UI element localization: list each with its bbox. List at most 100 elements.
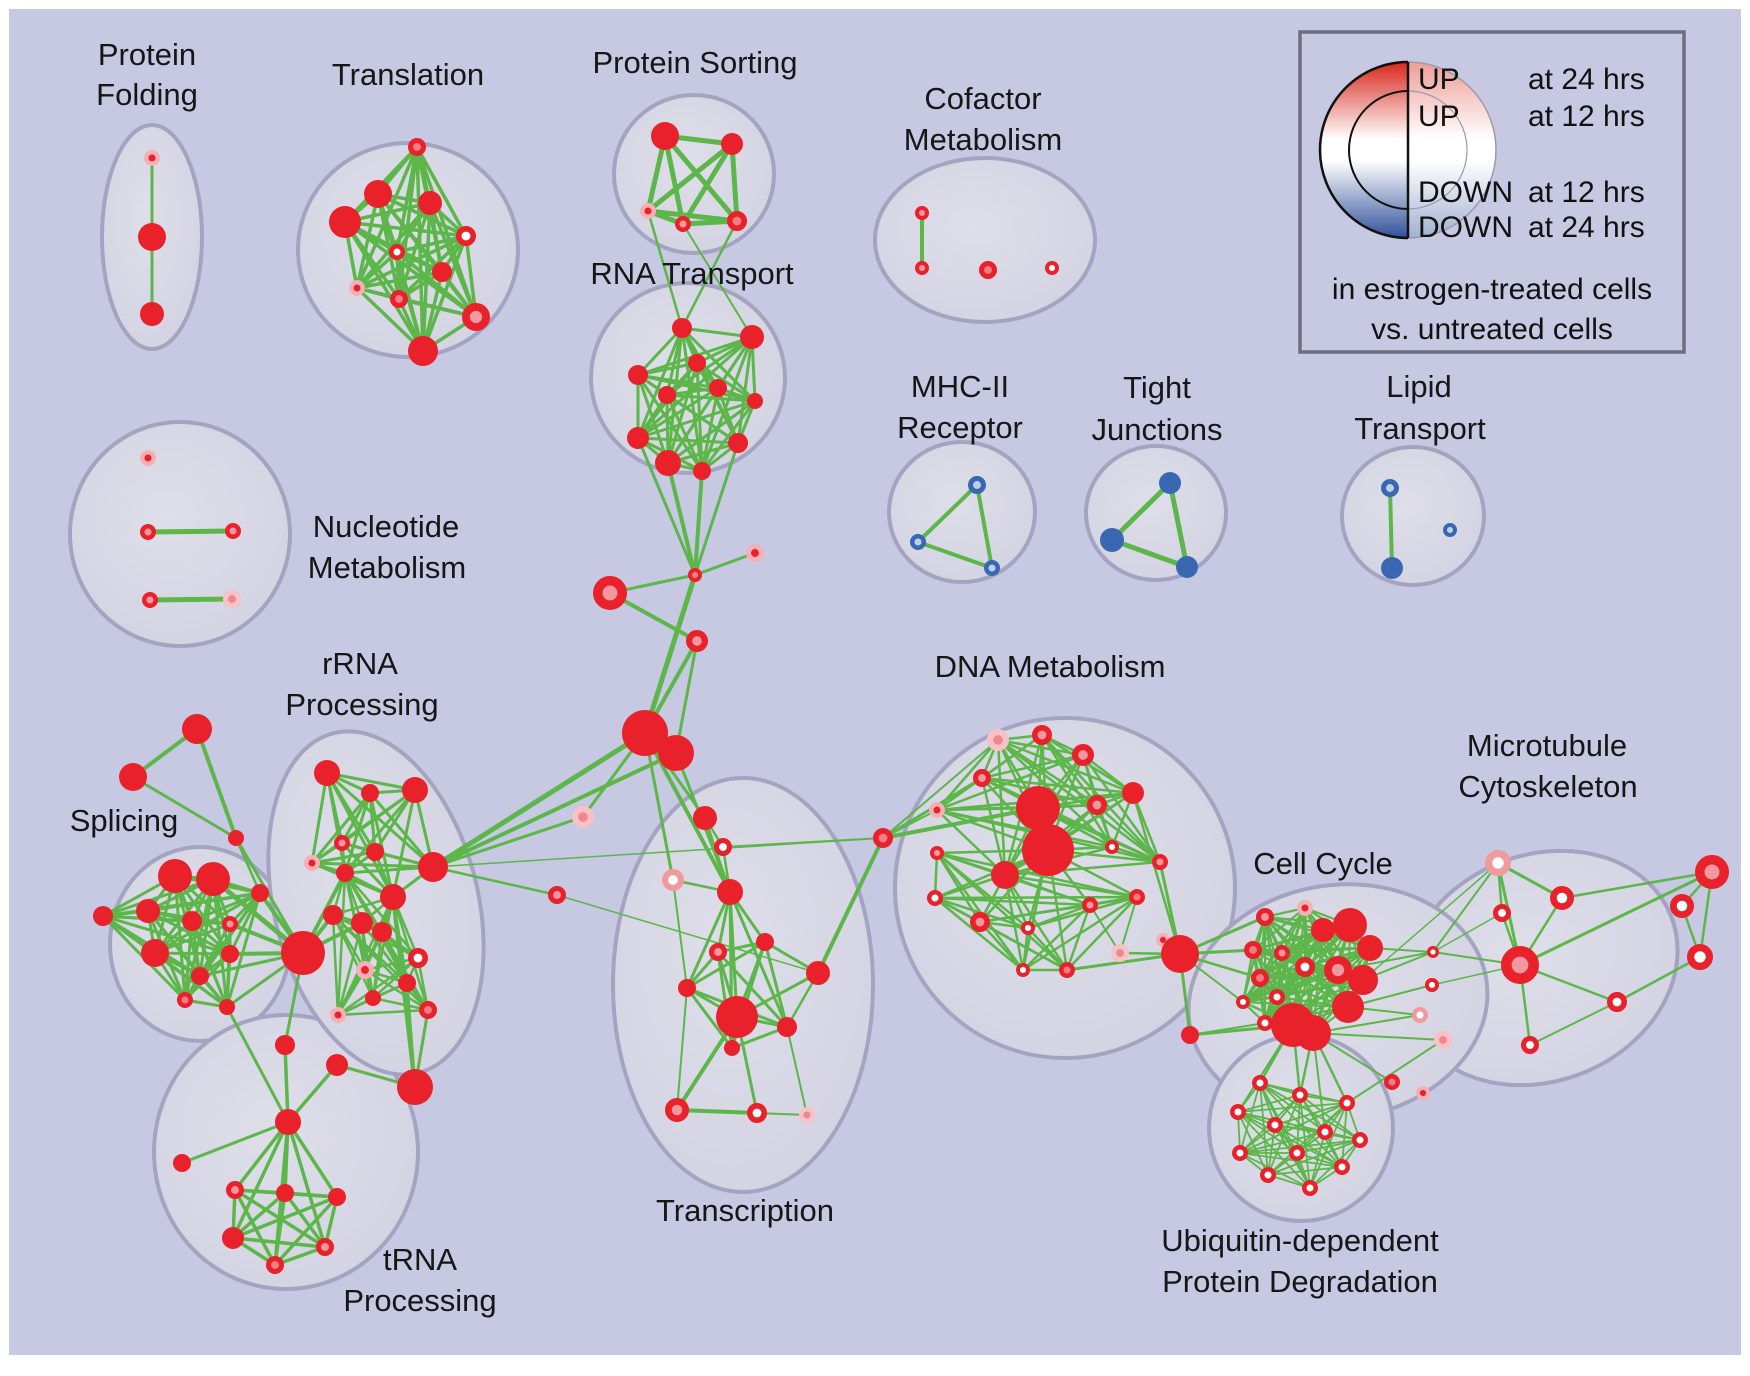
legend-time-label: at 12 hrs <box>1528 176 1645 209</box>
gene-node <box>639 203 656 220</box>
network-edge <box>816 836 885 975</box>
network-edge <box>722 837 884 848</box>
network-edge <box>1615 955 1702 1004</box>
gene-node <box>142 591 159 608</box>
network-edge <box>153 951 229 1009</box>
gene-node <box>326 1054 348 1076</box>
gene-node <box>144 150 161 167</box>
gene-node <box>1181 1026 1199 1044</box>
gene-node <box>1259 1166 1276 1183</box>
network-edge <box>431 865 559 897</box>
gene-node <box>1016 786 1060 830</box>
network-edge <box>680 219 739 330</box>
network-edge <box>371 930 384 1000</box>
gene-node <box>1333 908 1367 942</box>
gene-node <box>462 303 491 332</box>
network-edge <box>1239 1152 1343 1168</box>
gene-node <box>1071 744 1094 767</box>
gene-node <box>380 884 406 910</box>
network-edge <box>666 361 699 465</box>
network-edge <box>325 771 395 899</box>
network-edge <box>1040 733 1114 849</box>
cluster-label: Cytoskeleton <box>1458 769 1637 804</box>
gene-node <box>746 1103 767 1124</box>
network-edge <box>682 223 753 338</box>
gene-node <box>1324 955 1353 984</box>
gene-node <box>969 911 990 932</box>
network-edge <box>700 335 754 473</box>
network-edge <box>1003 873 1069 972</box>
gene-node <box>622 710 668 756</box>
network-edge <box>636 399 757 440</box>
network-edge <box>231 1195 339 1240</box>
network-edge <box>645 141 735 214</box>
cluster-label: Cofactor <box>924 81 1041 116</box>
gene-node <box>1485 850 1512 877</box>
gene-node <box>991 861 1019 889</box>
gene-node <box>182 911 202 931</box>
network-edge <box>1274 1102 1348 1126</box>
network-edge <box>700 399 757 473</box>
network-edge <box>672 879 688 989</box>
gene-node <box>747 393 763 409</box>
gene-node <box>303 854 320 871</box>
gene-node <box>119 763 147 791</box>
network-edge <box>1237 1094 1301 1113</box>
network-edge <box>674 639 699 755</box>
network-edge <box>368 791 435 869</box>
legend-faded-half <box>1408 62 1496 238</box>
network-edge <box>1065 895 1139 972</box>
network-edge <box>1065 903 1092 972</box>
gene-node <box>672 318 692 338</box>
network-edge <box>881 806 1040 840</box>
gene-node <box>1301 1179 1318 1196</box>
gene-node <box>1022 824 1074 876</box>
network-edge <box>695 361 757 403</box>
network-edge <box>1109 537 1190 570</box>
network-edge <box>1167 480 1190 570</box>
network-edge <box>234 836 305 955</box>
network-edge <box>395 234 468 254</box>
gene-node <box>407 947 428 968</box>
gene-node <box>281 931 325 975</box>
gene-node <box>686 630 709 653</box>
network-edge <box>636 361 699 377</box>
legend-inner-ring-right <box>1407 90 1468 210</box>
gene-node <box>140 302 164 326</box>
network-edge <box>693 551 757 577</box>
gene-node <box>219 999 235 1015</box>
gene-node <box>1381 478 1400 497</box>
gene-node <box>1251 1074 1268 1091</box>
network-edge <box>933 896 1025 972</box>
gene-node <box>1434 1031 1453 1050</box>
network-edge <box>1089 904 1121 954</box>
gene-node <box>361 784 379 802</box>
gene-node <box>1500 946 1539 985</box>
network-edge <box>1518 870 1714 967</box>
gene-node <box>1607 991 1628 1012</box>
legend-direction-label: UP <box>1418 63 1460 96</box>
gene-node <box>1273 944 1290 961</box>
gene-node <box>1338 1094 1355 1111</box>
network-edge <box>935 808 1007 877</box>
network-edge <box>283 1191 327 1249</box>
gene-node <box>136 899 160 923</box>
legend-direction-label: UP <box>1418 100 1460 133</box>
gene-node <box>1268 988 1285 1005</box>
gene-node <box>1104 840 1119 855</box>
network-edge <box>680 326 704 473</box>
network-edge <box>355 250 399 290</box>
gene-node <box>1351 1131 1368 1148</box>
network-edge <box>343 220 425 353</box>
gene-nodes <box>93 122 1730 1275</box>
gene-node <box>709 943 728 962</box>
network-edge <box>131 775 238 840</box>
gene-node <box>388 244 405 261</box>
gene-node <box>655 450 681 476</box>
gene-node <box>1295 1015 1331 1051</box>
network-edge <box>666 386 720 465</box>
network-edge <box>1362 862 1499 981</box>
network-edge <box>391 788 417 899</box>
